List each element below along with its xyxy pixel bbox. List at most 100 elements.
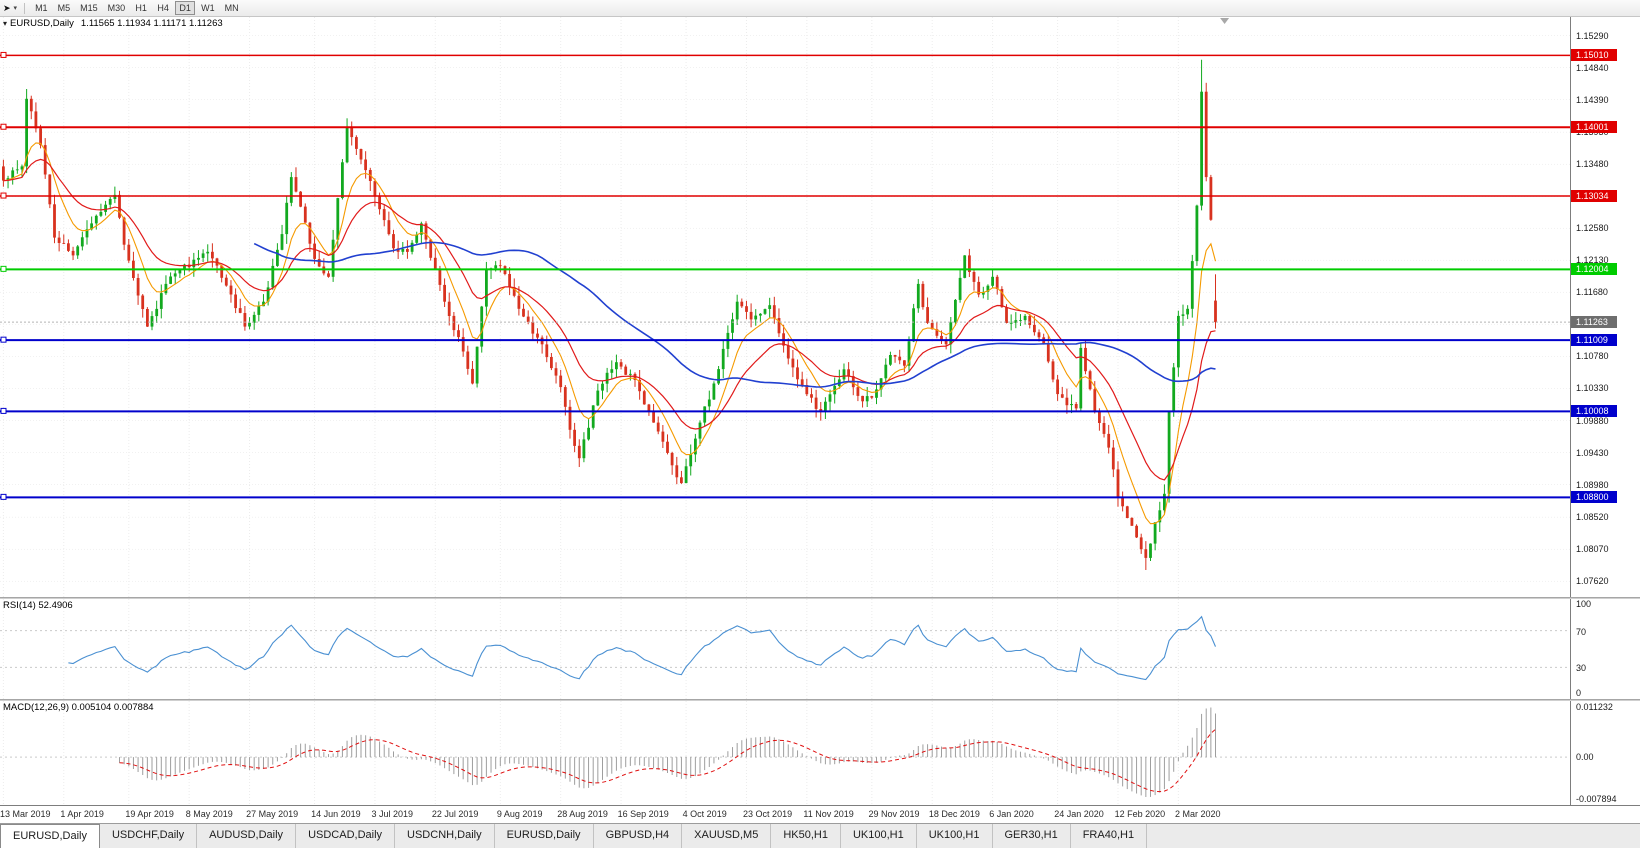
date-label: 13 Mar 2019 [0, 809, 51, 819]
chart-tab-eurusd-daily[interactable]: EURUSD,Daily [0, 824, 100, 848]
date-label: 18 Dec 2019 [928, 809, 980, 819]
chart-tab-gbpusd-h4[interactable]: GBPUSD,H4 [594, 824, 683, 848]
date-label: 22 Jul 2019 [431, 809, 479, 819]
timeframe-button-group: M1 M5 M15 M30 H1 H4 D1 W1 MN [30, 1, 244, 15]
chart-tab-usdcad-daily[interactable]: USDCAD,Daily [296, 824, 396, 848]
timeframe-button-h4[interactable]: H4 [157, 3, 169, 13]
macd-axis-label: 0.00 [1576, 752, 1594, 763]
price-axis-label: 1.08520 [1576, 512, 1609, 523]
time-axis[interactable]: 13 Mar 2019 1 Apr 2019 19 Apr 2019 8 May 20… [0, 805, 1640, 823]
timeframe-button-h1[interactable]: H1 [135, 3, 147, 13]
timeframe-button-m5[interactable]: M5 [57, 3, 71, 13]
cursor-dropdown-caret-icon[interactable]: ▾ [13, 5, 18, 12]
rsi-axis-label: 0 [1576, 688, 1582, 698]
price-axis-label: 1.08070 [1576, 544, 1609, 555]
rsi-label: RSI(14) 52.4906 [3, 600, 73, 611]
toolbar-divider [24, 2, 26, 14]
price-level-badge: 1.12004 [1571, 263, 1617, 276]
price-level-badge: 1.13034 [1571, 190, 1617, 203]
chart-tab-audusd-daily[interactable]: AUDUSD,Daily [197, 824, 297, 848]
price-axis-label: 1.10780 [1576, 351, 1609, 362]
rsi-panel[interactable]: RSI(14) 52.4906 [0, 599, 1570, 699]
cursor-tool-icon[interactable]: ➤ [3, 2, 11, 13]
price-level-badge: 1.08800 [1571, 491, 1617, 504]
top-toolbar: ➤ ▾ M1 M5 M15 M30 H1 H4 D1 W1 MN [0, 0, 1640, 17]
date-label: 29 Nov 2019 [868, 809, 920, 819]
chart-tab-xauusd-m5[interactable]: XAUUSD,M5 [682, 824, 772, 848]
timeframe-button-m30[interactable]: M30 [107, 3, 126, 13]
price-axis-label: 1.15290 [1576, 30, 1609, 41]
date-label: 2 Mar 2020 [1174, 809, 1221, 819]
chart-tab-fra40-h1[interactable]: FRA40,H1 [1071, 824, 1148, 848]
macd-label: MACD(12,26,9) 0.005104 0.007884 [3, 702, 154, 713]
hline-handle[interactable] [0, 336, 7, 343]
chart-tab-hk50-h1[interactable]: HK50,H1 [771, 824, 841, 848]
date-label: 23 Oct 2019 [743, 809, 793, 819]
timeframe-button-w1[interactable]: W1 [201, 3, 215, 13]
rsi-axis-label: 30 [1576, 663, 1587, 674]
timeframe-button-m1[interactable]: M1 [35, 3, 48, 13]
chart-tab-ger30-h1[interactable]: GER30,H1 [993, 824, 1071, 848]
price-axis-label: 1.13480 [1576, 159, 1609, 170]
chart-workspace: ▾ EURUSD,Daily 1.11565 1.11934 1.11171 1.1… [0, 17, 1640, 823]
chart-tab-usdcnh-daily[interactable]: USDCNH,Daily [395, 824, 495, 848]
date-label: 19 Apr 2019 [125, 809, 174, 819]
price-axis-label: 1.09430 [1576, 447, 1609, 458]
hline-handle[interactable] [0, 265, 7, 272]
price-axis-label: 1.12580 [1576, 223, 1609, 234]
chart-shift-marker-icon[interactable] [1220, 18, 1230, 24]
chart-ohlc-values: 1.11565 1.11934 1.11171 1.11263 [80, 18, 223, 29]
price-axis-label: 1.12130 [1576, 255, 1609, 266]
hline-handle[interactable] [0, 407, 7, 414]
date-label: 24 Jan 2020 [1054, 809, 1104, 819]
chart-tab-eurusd-daily[interactable]: EURUSD,Daily [495, 824, 594, 848]
price-level-badge: 1.11009 [1571, 334, 1617, 347]
macd-panel[interactable]: MACD(12,26,9) 0.005104 0.007884 [0, 701, 1570, 805]
panel-separator[interactable] [0, 597, 1640, 599]
chart-tab-bar: EURUSD,Daily USDCHF,Daily AUDUSD,Daily USDC… [0, 823, 1640, 848]
date-label: 1 Apr 2019 [60, 809, 104, 819]
rsi-axis-label: 100 [1576, 599, 1592, 609]
current-price-badge: 1.11263 [1571, 316, 1617, 329]
timeframe-button-d1[interactable]: D1 [175, 1, 196, 15]
hline-handle[interactable] [0, 123, 7, 130]
chart-menu-icon[interactable]: ▾ [3, 19, 8, 28]
date-label: 8 May 2019 [185, 809, 233, 819]
rsi-axis[interactable]: 100 70 30 0 [1570, 599, 1640, 699]
date-label: 3 Jul 2019 [371, 809, 414, 819]
macd-axis[interactable]: 0.011232 0.00 -0.007894 [1570, 701, 1640, 805]
rsi-axis-label: 70 [1576, 626, 1587, 637]
hline-handle[interactable] [0, 493, 7, 500]
hline-handle[interactable] [0, 192, 7, 199]
price-chart-canvas[interactable] [0, 17, 1570, 597]
hline-handle[interactable] [0, 51, 7, 58]
chart-tab-uk100-h1[interactable]: UK100,H1 [841, 824, 917, 848]
price-axis-label: 1.14840 [1576, 62, 1609, 73]
price-chart-panel[interactable]: ▾ EURUSD,Daily 1.11565 1.11934 1.11171 1.1… [0, 17, 1570, 597]
date-label: 9 Aug 2019 [496, 809, 543, 819]
date-label: 27 May 2019 [246, 809, 299, 819]
macd-axis-label: 0.011232 [1576, 702, 1613, 712]
price-axis[interactable]: 1.152901.148401.143901.139301.134801.130… [1570, 17, 1640, 597]
price-axis-label: 1.14390 [1576, 94, 1609, 105]
price-axis-label: 1.08980 [1576, 479, 1609, 490]
panel-separator[interactable] [0, 699, 1640, 701]
price-level-badge: 1.15010 [1571, 49, 1617, 62]
date-label: 16 Sep 2019 [617, 809, 669, 819]
date-label: 28 Aug 2019 [557, 809, 608, 819]
chart-tab-uk100-h1[interactable]: UK100,H1 [917, 824, 993, 848]
macd-axis-label: -0.007894 [1576, 794, 1617, 804]
rsi-chart-canvas[interactable] [0, 599, 1570, 699]
timeframe-button-mn[interactable]: MN [224, 3, 239, 13]
price-level-badge: 1.10008 [1571, 405, 1617, 418]
timeframe-button-m15[interactable]: M15 [80, 3, 98, 13]
price-axis-label: 1.11680 [1576, 287, 1608, 298]
price-level-badge: 1.14001 [1571, 121, 1617, 134]
date-label: 14 Jun 2019 [311, 809, 361, 819]
date-label: 11 Nov 2019 [803, 809, 854, 819]
date-label: 6 Jan 2020 [989, 809, 1034, 819]
macd-chart-canvas[interactable] [0, 701, 1570, 805]
chart-tab-usdchf-daily[interactable]: USDCHF,Daily [100, 824, 198, 848]
date-label: 4 Oct 2019 [682, 809, 727, 819]
chart-title: ▾ EURUSD,Daily 1.11565 1.11934 1.11171 1.1… [3, 18, 223, 29]
